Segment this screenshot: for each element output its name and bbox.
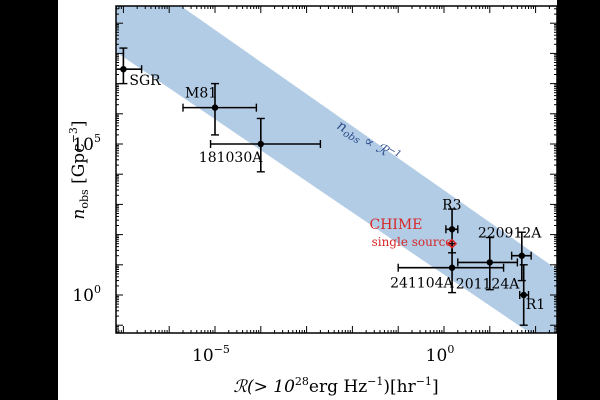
point-label-R3: R3 [442,197,461,213]
y-tick-label: 105 [72,132,101,155]
point-marker [448,226,456,233]
point-marker [257,140,264,148]
data-point-R1 [519,264,530,326]
proportionality-band [116,6,557,333]
y-axis-label: nobs [Gpc−3] [67,120,91,219]
right-black-margin [557,0,600,400]
data-point-M81 [182,82,258,136]
x-axis-label: ℛ(> 1028erg Hz−1)[hr−1] [233,375,438,397]
point-marker [120,65,127,73]
plot-frame [115,5,558,334]
point-label-201124A: 201124A [456,276,520,292]
x-tick-label: 10−5 [192,343,230,366]
point-marker [211,104,219,111]
chime-single-source: CHIME single source [369,217,458,249]
data-point-R3 [445,208,459,254]
point-label-R1: R1 [526,297,545,313]
data-point-181030A [209,117,322,173]
chime-label-line2: single source [372,235,453,249]
data-point-241104A [397,242,505,294]
x-tick-label: 100 [426,343,455,366]
y-tick-label: 100 [72,283,101,306]
point-marker [518,252,526,259]
point-marker [448,264,456,271]
point-marker [486,259,493,266]
left-black-margin [0,0,58,400]
chime-label-line1: CHIME [369,217,422,233]
point-label-181030A: 181030A [199,150,263,166]
point-label-M81: M81 [185,86,217,102]
point-label-241104A: 241104A [390,276,454,292]
chime-marker [447,238,458,249]
point-label-220912A: 220912A [478,226,542,242]
data-point-201124A [457,236,519,291]
point-marker [520,291,527,299]
point-label-SGR: SGR [129,73,161,89]
